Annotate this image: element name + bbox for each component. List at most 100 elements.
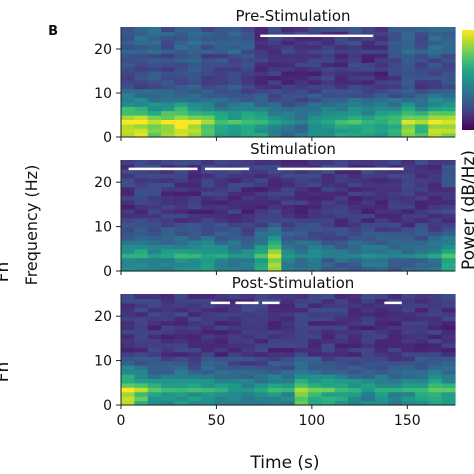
heatmap-cell <box>267 316 282 322</box>
heatmap-cell <box>334 266 349 272</box>
heatmap-cell <box>174 119 189 125</box>
heatmap-cell <box>267 294 282 300</box>
heatmap-cell <box>121 88 135 94</box>
heatmap-cell <box>348 400 363 406</box>
heatmap-cell <box>388 160 403 166</box>
heatmap-cell <box>321 378 336 384</box>
heatmap-cell <box>348 302 363 308</box>
heatmap-cell <box>321 128 336 134</box>
heatmap-cell <box>254 333 269 339</box>
heatmap-cell <box>134 53 149 59</box>
heatmap-cell <box>147 244 162 250</box>
heatmap-cell <box>428 195 443 201</box>
heatmap-cell <box>227 342 242 348</box>
heatmap-cell <box>227 106 242 112</box>
heatmap-cell <box>254 257 269 263</box>
heatmap-cell <box>174 294 189 300</box>
heatmap-cell <box>134 40 149 46</box>
heatmap-cell <box>441 244 456 250</box>
heatmap-cell <box>227 266 242 272</box>
heatmap-cell <box>187 231 202 237</box>
heatmap-cell <box>201 226 216 232</box>
heatmap-cell <box>414 177 429 183</box>
heatmap-cell <box>187 373 202 379</box>
heatmap-cell <box>414 302 429 308</box>
heatmap-cell <box>414 123 429 129</box>
heatmap-cell <box>187 173 202 179</box>
heatmap-cell <box>334 93 349 98</box>
heatmap-cell <box>254 204 269 210</box>
heatmap-cell <box>241 382 256 388</box>
heatmap-cell <box>388 253 403 259</box>
heatmap-cell <box>388 382 403 388</box>
heatmap-cell <box>267 88 282 94</box>
heatmap-cell <box>227 173 242 179</box>
heatmap-cell <box>187 217 202 223</box>
heatmap-cell <box>201 329 216 335</box>
heatmap-cell <box>388 71 403 76</box>
heatmap-cell <box>174 226 189 232</box>
heatmap-cell <box>121 239 135 245</box>
heatmap-cell <box>254 79 269 85</box>
heatmap-cell <box>428 244 443 250</box>
heatmap-cell <box>334 226 349 232</box>
heatmap-cell <box>428 35 443 41</box>
heatmap-cell <box>187 123 202 129</box>
heatmap-cell <box>414 213 429 219</box>
heatmap-cell <box>428 186 443 192</box>
heatmap-cell <box>121 164 135 170</box>
heatmap-cell <box>134 294 149 300</box>
heatmap-cell <box>361 325 376 331</box>
heatmap-cell <box>227 378 242 384</box>
heatmap-cell <box>374 182 389 188</box>
heatmap-cell <box>401 97 416 103</box>
heatmap-cell <box>428 302 443 308</box>
heatmap-cell <box>201 294 216 300</box>
heatmap-cell <box>121 356 135 362</box>
heatmap-cell <box>374 387 389 393</box>
heatmap-cell <box>201 320 216 326</box>
heatmap-cell <box>267 248 282 254</box>
heatmap-cell <box>267 213 282 219</box>
heatmap-cell <box>361 365 376 371</box>
heatmap-cell <box>174 213 189 219</box>
heatmap-cell <box>294 307 309 313</box>
heatmap-cell <box>227 199 242 205</box>
heatmap-cell <box>227 101 242 107</box>
heatmap-cell <box>147 79 162 85</box>
heatmap-cell <box>441 62 456 68</box>
heatmap-cell <box>334 231 349 237</box>
heatmap-cell <box>134 62 149 68</box>
heatmap-cell <box>361 40 376 46</box>
heatmap-cell <box>334 333 349 339</box>
heatmap-cell <box>441 266 456 272</box>
heatmap-cell <box>361 369 376 375</box>
heatmap-cell <box>428 177 443 183</box>
heatmap-cell <box>267 231 282 237</box>
heatmap-cell <box>374 365 389 371</box>
heatmap-cell <box>308 62 322 68</box>
heatmap-cell <box>294 338 309 344</box>
heatmap-cell <box>348 66 363 72</box>
heatmap-cell <box>308 329 322 335</box>
heatmap-cell <box>254 97 269 103</box>
heatmap-cell <box>414 62 429 68</box>
heatmap-cell <box>227 93 242 98</box>
heatmap-cell <box>441 88 456 94</box>
heatmap-cell <box>388 307 403 313</box>
heatmap-cell <box>374 244 389 250</box>
heatmap-cell <box>388 62 403 68</box>
heatmap-cell <box>321 182 336 188</box>
heatmap-cell <box>348 93 363 98</box>
heatmap-cell <box>401 191 416 197</box>
heatmap-cell <box>174 347 189 353</box>
heatmap-cell <box>134 298 149 304</box>
heatmap-cell <box>401 391 416 397</box>
heatmap-cell <box>147 182 162 188</box>
heatmap-cell <box>187 294 202 300</box>
heatmap-cell <box>308 128 322 134</box>
heatmap-cell <box>374 342 389 348</box>
heatmap-cell <box>401 173 416 179</box>
heatmap-cell <box>187 266 202 272</box>
heatmap-cell <box>254 311 269 317</box>
